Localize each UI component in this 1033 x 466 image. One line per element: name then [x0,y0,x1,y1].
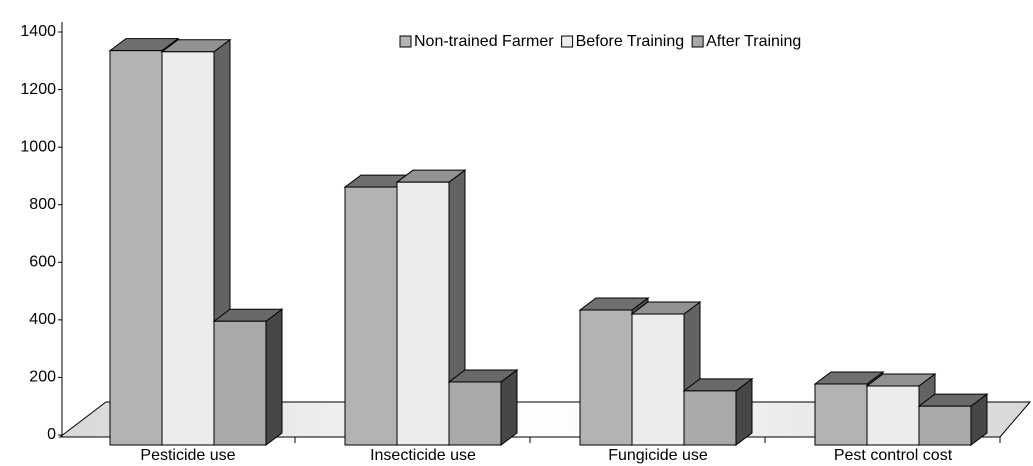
y-tick-label: 0 [47,426,56,443]
bar [396,181,450,446]
bar [631,313,685,446]
y-tick-label: 200 [29,369,56,386]
bar [161,51,215,446]
legend-swatch [691,35,704,48]
legend-swatch [561,35,574,48]
bar [918,405,972,446]
x-tick-label: Fungicide use [608,447,708,464]
bar-side [500,368,518,446]
x-tick-label: Pesticide use [140,447,235,464]
bar [814,383,868,446]
legend-swatch [399,35,412,48]
bar [683,390,737,446]
bar [109,50,163,446]
bar [213,320,267,446]
y-tick-label: 1200 [20,81,56,98]
y-tick-label: 1000 [20,138,56,155]
bar [448,381,502,446]
bar-side [265,308,283,446]
legend-label: Before Training [576,33,685,50]
legend-label: After Training [706,33,801,50]
bar [866,385,920,446]
bar [344,186,398,446]
x-tick-label: Pest control cost [834,447,953,464]
y-tick-label: 1400 [20,23,56,40]
y-tick-label: 600 [29,254,56,271]
legend-label: Non-trained Farmer [414,33,554,50]
x-tick-label: Insecticide use [370,447,476,464]
y-tick-label: 400 [29,311,56,328]
y-tick-label: 800 [29,196,56,213]
bar [579,309,633,446]
